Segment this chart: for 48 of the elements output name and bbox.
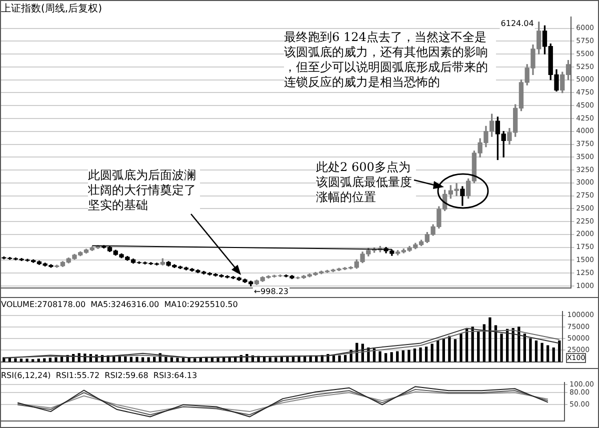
text: 6124.04	[500, 19, 534, 28]
bar	[268, 357, 272, 362]
bar	[384, 353, 388, 362]
bar	[430, 344, 434, 362]
bar	[546, 345, 550, 362]
bar	[390, 352, 393, 362]
bar	[477, 331, 480, 362]
bar	[413, 348, 416, 362]
bar	[465, 328, 468, 362]
bar	[540, 342, 544, 362]
bar	[43, 358, 46, 362]
bar	[228, 356, 231, 362]
bar	[54, 357, 58, 362]
bar	[402, 350, 404, 362]
bar	[396, 351, 399, 362]
bar	[552, 348, 555, 362]
bar	[454, 339, 457, 362]
bar	[500, 334, 503, 362]
bar	[442, 338, 445, 362]
bar	[408, 350, 410, 362]
annotation: 此圆弧底为后面波澜壮阔的大行情奠定了坚实的基础	[88, 168, 200, 213]
bar	[147, 357, 150, 362]
bar	[558, 340, 561, 362]
chart-title: 上证指数(周线,后复权)	[1, 2, 102, 15]
bar	[523, 334, 526, 362]
chart-title: RSI(6,12,24) RSI1:55.72 RSI2:59.68 RSI3:64.13	[1, 370, 198, 380]
annotation: 最终跑到6 124点去了，当然这不全是该圆弧底的威力，还有其他因素的影响，但至少可以说明圆弧底形成后带来的连锁反应的威力是相当恐怖的	[284, 30, 496, 90]
bar	[14, 358, 17, 362]
bar	[37, 358, 40, 362]
bar	[436, 340, 440, 362]
bar	[20, 358, 23, 362]
bar	[338, 355, 341, 362]
bar	[419, 348, 422, 362]
bar	[286, 356, 289, 362]
bar	[136, 356, 138, 362]
bar	[424, 346, 428, 362]
text: ←998.23	[254, 287, 289, 296]
bar	[26, 358, 28, 362]
bar	[194, 358, 196, 362]
chart-title: VOLUME:2708178.00 MA5:3246316.00 MA10:2925510.50	[1, 300, 238, 309]
bar	[534, 340, 538, 362]
bar	[529, 338, 532, 362]
annotation: 此处2 600多点为该圆弧底最低量度涨幅的位置	[316, 160, 416, 205]
bar	[488, 317, 492, 362]
bar	[176, 358, 179, 362]
bar	[460, 334, 462, 362]
bar	[378, 351, 382, 362]
bar	[448, 336, 451, 362]
